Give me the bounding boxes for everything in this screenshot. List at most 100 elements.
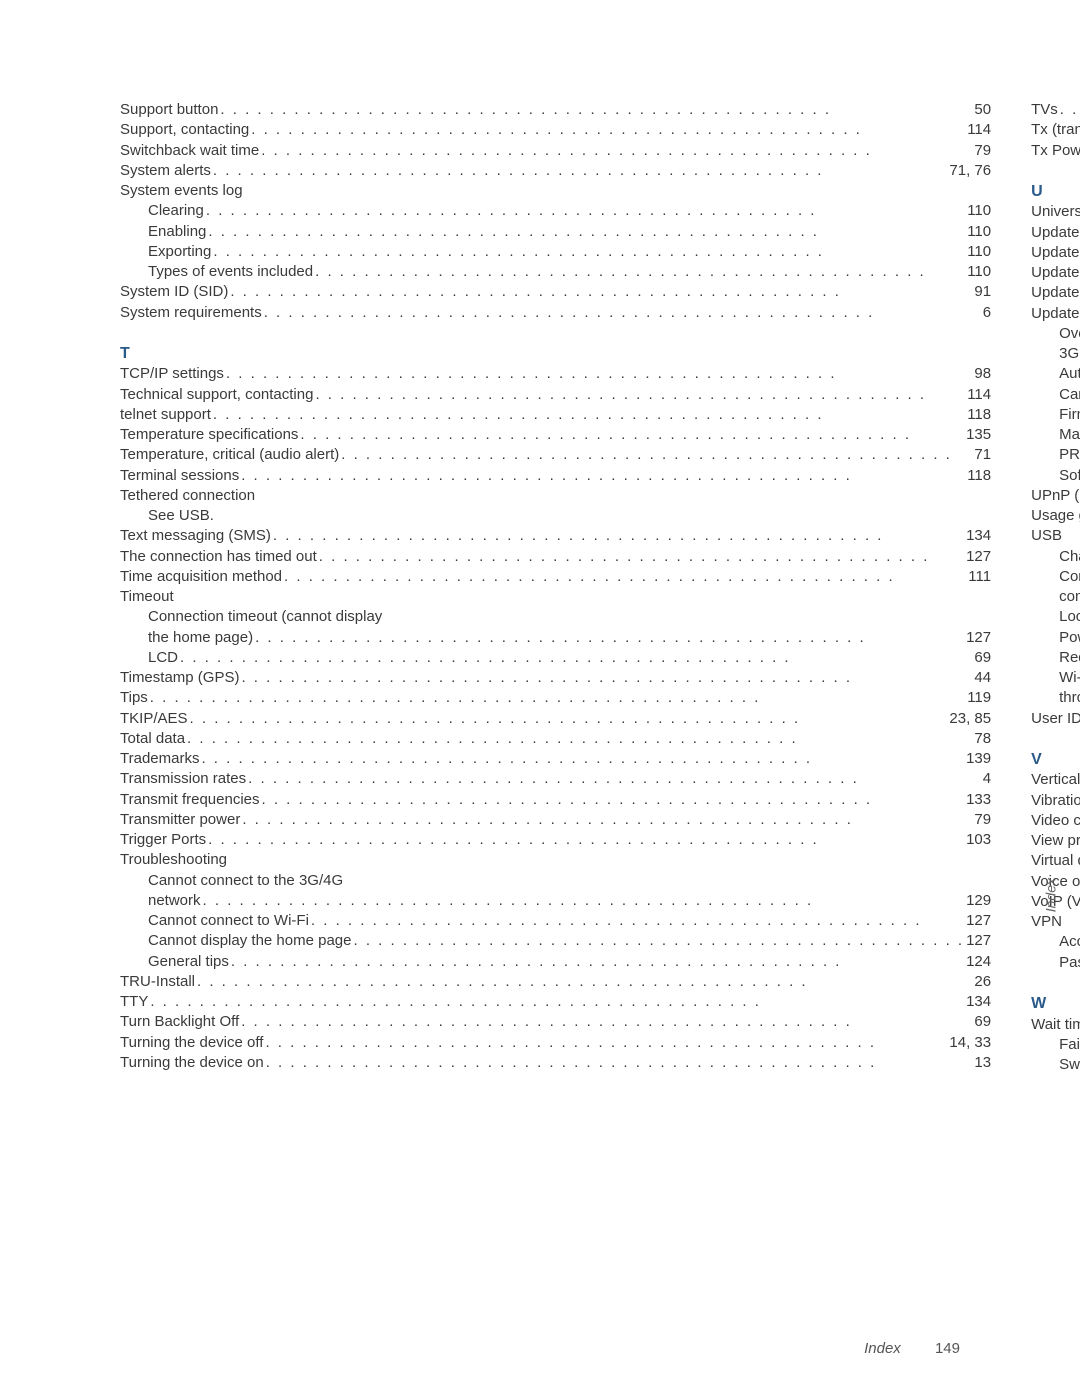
index-entry: Overview . . . . . . . . . . . . . . . .… (1031, 324, 1080, 344)
index-entry: System requirements . . . . . . . . . . … (120, 303, 991, 323)
index-entry-pages: 133 (966, 790, 991, 810)
index-entry-label: Overview (1059, 324, 1080, 344)
index-entry: Accessing . . . . . . . . . . . . . . . … (1031, 932, 1080, 952)
leader-dots: . . . . . . . . . . . . . . . . . . . . … (211, 242, 967, 262)
index-entry-label: Cannot display the home page (148, 931, 351, 951)
index-entry: computer through USB . . . . . . . . . .… (1031, 587, 1080, 607)
index-entry-label: Timestamp (GPS) (120, 668, 239, 688)
leader-dots: . . . . . . . . . . . . . . . . . . . . … (239, 668, 974, 688)
index-entry-pages: 127 (966, 628, 991, 648)
index-entry-label: Charging the device (1059, 547, 1080, 567)
index-entry-label: Technical support, contacting (120, 385, 313, 405)
leader-dots: . . . . . . . . . . . . . . . . . . . . … (201, 891, 967, 911)
leader-dots: . . . . . . . . . . . . . . . . . . . . … (249, 120, 967, 140)
index-entry-label: Transmit frequencies (120, 790, 260, 810)
index-entry-label: Update firmware from file (1031, 283, 1080, 303)
index-entry-pages: 69 (974, 648, 991, 668)
index-entry-pages: 134 (966, 526, 991, 546)
index-entry-pages: 71 (974, 445, 991, 465)
index-entry: Update 3G PRL . . . . . . . . . . . . . … (1031, 223, 1080, 243)
index-entry-label: Support button (120, 100, 218, 120)
index-entry: View privacy agreement . . . . . . . . .… (1031, 831, 1080, 851)
index-entry-label: USB (1031, 526, 1062, 546)
index-entry-label: Switchback (1059, 1055, 1080, 1075)
index-entry: Firmware, upgrade from a file . . . . . … (1031, 405, 1080, 425)
leader-dots: . . . . . . . . . . . . . . . . . . . . … (313, 262, 967, 282)
leader-dots: . . . . . . . . . . . . . . . . . . . . … (339, 445, 974, 465)
leader-dots: . . . . . . . . . . . . . . . . . . . . … (204, 201, 967, 221)
index-entry: Universal Plug and Play (UPnP) . . . . .… (1031, 202, 1080, 222)
index-entry-pages: 71, 76 (949, 161, 991, 181)
index-entry-pages: 127 (966, 911, 991, 931)
index-entry-label: TRU-Install (120, 972, 195, 992)
index-entry-label: General tips (148, 952, 229, 972)
index-entry-pages: 4 (983, 769, 991, 789)
index-entry: Terminal sessions . . . . . . . . . . . … (120, 466, 991, 486)
index-entry-label: Exporting (148, 242, 211, 262)
index-entry: Power settings . . . . . . . . . . . . .… (1031, 628, 1080, 648)
index-entry-label: Support, contacting (120, 120, 249, 140)
index-column-left: Support button . . . . . . . . . . . . .… (120, 100, 991, 1075)
index-entry: Total data . . . . . . . . . . . . . . .… (120, 729, 991, 749)
leader-dots: . . . . . . . . . . . . . . . . . . . . … (253, 628, 966, 648)
index-entry-label: VPN (1031, 912, 1062, 932)
index-entry: Automatically check . . . . . . . . . . … (1031, 364, 1080, 384)
index-entry-pages: 98 (974, 364, 991, 384)
leader-dots: . . . . . . . . . . . . . . . . . . . . … (178, 648, 974, 668)
index-entry: UPnP (Universal Plug and Play) . . . . .… (1031, 486, 1080, 506)
leader-dots: . . . . . . . . . . . . . . . . . . . . … (262, 303, 983, 323)
leader-dots: . . . . . . . . . . . . . . . . . . . . … (229, 952, 966, 972)
index-entry: Transmit frequencies . . . . . . . . . .… (120, 790, 991, 810)
index-entry-label: Wait time (1031, 1015, 1080, 1035)
index-entry: telnet support . . . . . . . . . . . . .… (120, 405, 991, 425)
side-tab-label: Index (1042, 878, 1058, 912)
index-entry: Failover . . . . . . . . . . . . . . . .… (1031, 1035, 1080, 1055)
index-entry-pages: 110 (967, 262, 991, 282)
leader-dots: . . . . . . . . . . . . . . . . . . . . … (206, 830, 966, 850)
index-entry-label: Connection timeout (cannot display (148, 607, 382, 627)
index-entry-pages: 127 (966, 547, 991, 567)
leader-dots: . . . . . . . . . . . . . . . . . . . . … (185, 729, 974, 749)
index-entry-label: Firmware, upgrade from a file (1059, 405, 1080, 425)
index-entry-label: LCD (148, 648, 178, 668)
index-entry: System alerts . . . . . . . . . . . . . … (120, 161, 991, 181)
index-entry-label: System requirements (120, 303, 262, 323)
index-entry-pages: 44 (974, 668, 991, 688)
index-entry: Passthrough types supported . . . . . . … (1031, 953, 1080, 973)
leader-dots: . . . . . . . . . . . . . . . . . . . . … (1058, 100, 1080, 120)
index-entry: Update Failed . . . . . . . . . . . . . … (1031, 263, 1080, 283)
index-entry-label: Tx Power (1031, 141, 1080, 161)
index-entry-pages: 118 (967, 405, 991, 425)
index-entry-pages: 79 (974, 810, 991, 830)
index-entry-pages: 110 (967, 242, 991, 262)
index-entry: Clearing . . . . . . . . . . . . . . . .… (120, 201, 991, 221)
index-entry-label: network (148, 891, 201, 911)
index-entry: Timestamp (GPS) . . . . . . . . . . . . … (120, 668, 991, 688)
index-entry-pages: 114 (967, 120, 991, 140)
index-entry-label: Tethered connection (120, 486, 255, 506)
section-letter: W (1031, 993, 1080, 1015)
leader-dots: . . . . . . . . . . . . . . . . . . . . … (264, 1053, 975, 1073)
index-entry-pages: 91 (974, 282, 991, 302)
index-entry-label: User ID, 3G network (1031, 709, 1080, 729)
index-entry-label: Connecting the device to your (1059, 567, 1080, 587)
leader-dots: . . . . . . . . . . . . . . . . . . . . … (298, 425, 966, 445)
index-entry-label: Update 3G PRL (1031, 223, 1080, 243)
index-entry-label: Time acquisition method (120, 567, 282, 587)
index-entry-pages: 127 (966, 931, 991, 951)
index-entry-pages: 111 (968, 567, 991, 587)
index-entry-label: Transmitter power (120, 810, 240, 830)
leader-dots: . . . . . . . . . . . . . . . . . . . . … (309, 911, 966, 931)
index-entry-label: through USB (1059, 688, 1080, 708)
leader-dots: . . . . . . . . . . . . . . . . . . . . … (228, 282, 974, 302)
index-entry-label: Text messaging (SMS) (120, 526, 271, 546)
footer-page-number: 149 (935, 1340, 960, 1357)
index-entry: network . . . . . . . . . . . . . . . . … (120, 891, 991, 911)
index-entry-label: computer through USB (1059, 587, 1080, 607)
index-entry: Tx (transmit) frequencies . . . . . . . … (1031, 120, 1080, 140)
index-entry: Time acquisition method . . . . . . . . … (120, 567, 991, 587)
index-entry-label: Updates (1031, 304, 1080, 324)
index-entry: Vertical row of icons and text . . . . .… (1031, 770, 1080, 790)
index-entry-label: Requirements (1059, 648, 1080, 668)
index-entry-label: The connection has timed out (120, 547, 317, 567)
